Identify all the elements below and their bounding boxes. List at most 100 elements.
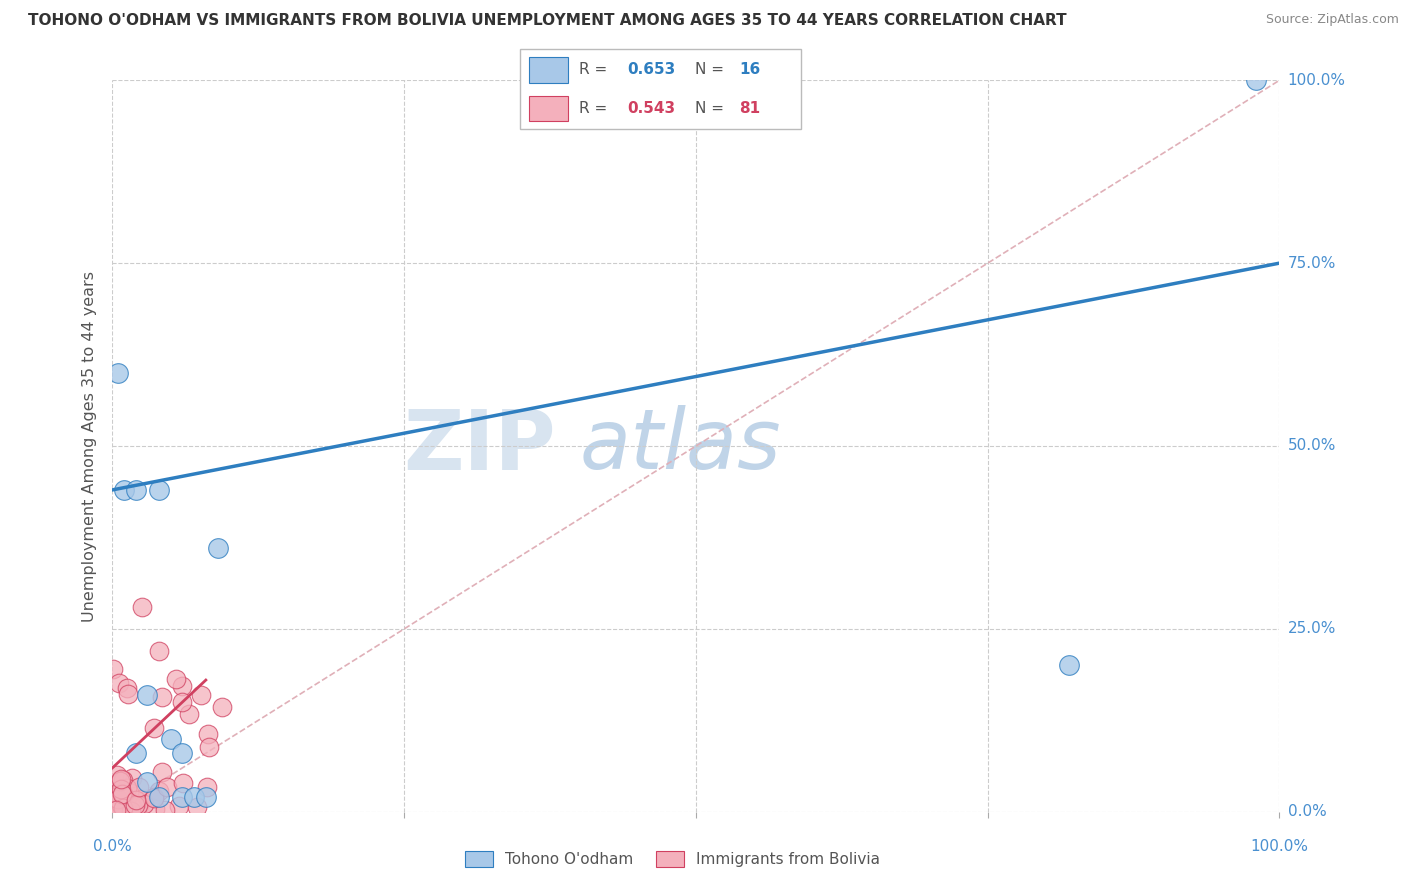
Point <box>112 801 135 815</box>
Point <box>1244 73 1267 87</box>
Text: R =: R = <box>579 62 613 78</box>
Text: 0.543: 0.543 <box>627 101 675 116</box>
Point <box>172 679 194 693</box>
Point <box>124 797 146 811</box>
Point <box>127 797 149 812</box>
Point <box>115 805 138 819</box>
Point <box>131 599 153 614</box>
Point <box>105 768 128 782</box>
Point <box>134 797 156 811</box>
Point <box>114 803 136 817</box>
Point <box>111 772 134 787</box>
Point <box>186 799 208 814</box>
Point <box>112 789 135 803</box>
Text: TOHONO O'ODHAM VS IMMIGRANTS FROM BOLIVIA UNEMPLOYMENT AMONG AGES 35 TO 44 YEARS: TOHONO O'ODHAM VS IMMIGRANTS FROM BOLIVI… <box>28 13 1067 29</box>
Bar <box>529 95 568 121</box>
Point <box>198 740 221 755</box>
Point <box>112 787 135 801</box>
Point <box>121 771 143 785</box>
Point <box>143 789 166 804</box>
Point <box>143 802 166 816</box>
Point <box>136 775 159 789</box>
Text: 75.0%: 75.0% <box>1288 256 1336 270</box>
Text: N =: N = <box>695 101 728 116</box>
Point <box>117 784 139 798</box>
Point <box>103 791 125 805</box>
Point <box>105 803 128 817</box>
Point <box>115 797 138 812</box>
Point <box>111 787 134 801</box>
Point <box>207 541 229 556</box>
Point <box>1059 658 1081 673</box>
Point <box>148 790 170 805</box>
Point <box>148 644 170 658</box>
Point <box>172 776 194 790</box>
Point <box>112 801 135 815</box>
Point <box>148 483 170 497</box>
Point <box>195 780 218 794</box>
Point <box>104 797 127 812</box>
Text: 100.0%: 100.0% <box>1288 73 1346 87</box>
Point <box>136 688 159 702</box>
Point <box>101 797 124 812</box>
Point <box>125 793 148 807</box>
Point <box>103 662 125 676</box>
Point <box>107 792 129 806</box>
Point <box>172 746 194 760</box>
Point <box>117 681 139 695</box>
Text: 0.0%: 0.0% <box>93 839 132 855</box>
Point <box>172 695 194 709</box>
Point <box>153 803 176 817</box>
Point <box>183 790 205 805</box>
Point <box>179 707 201 722</box>
Point <box>190 688 212 702</box>
Point <box>169 798 191 813</box>
Point <box>150 690 173 705</box>
Point <box>110 804 132 818</box>
Point <box>107 366 129 380</box>
Point <box>104 803 127 817</box>
Point <box>103 798 125 813</box>
FancyBboxPatch shape <box>520 49 801 129</box>
Point <box>112 483 135 497</box>
Text: Source: ZipAtlas.com: Source: ZipAtlas.com <box>1265 13 1399 27</box>
Text: atlas: atlas <box>579 406 780 486</box>
Point <box>105 800 128 814</box>
Text: 81: 81 <box>740 101 761 116</box>
Point <box>108 788 131 802</box>
Point <box>120 804 142 818</box>
Point <box>125 746 148 760</box>
Point <box>125 483 148 497</box>
Point <box>172 790 194 805</box>
Point <box>143 721 166 735</box>
Text: ZIP: ZIP <box>404 406 555 486</box>
Text: 100.0%: 100.0% <box>1250 839 1309 855</box>
Point <box>114 791 136 805</box>
Point <box>110 781 132 796</box>
Text: 0.0%: 0.0% <box>1288 805 1326 819</box>
Text: 25.0%: 25.0% <box>1288 622 1336 636</box>
Point <box>160 731 183 746</box>
Point <box>165 672 187 686</box>
Point <box>128 780 150 794</box>
Point <box>110 798 132 813</box>
Point <box>108 774 131 789</box>
Point <box>129 792 152 806</box>
Point <box>124 797 146 812</box>
Text: R =: R = <box>579 101 613 116</box>
Point <box>103 800 125 814</box>
Point <box>110 787 132 801</box>
Text: 50.0%: 50.0% <box>1288 439 1336 453</box>
Point <box>142 790 165 805</box>
Point <box>128 798 150 813</box>
Point <box>211 699 233 714</box>
Text: 16: 16 <box>740 62 761 78</box>
Point <box>108 676 131 690</box>
Point <box>150 764 173 779</box>
Point <box>107 795 129 809</box>
Point <box>194 790 217 805</box>
Point <box>148 784 170 798</box>
Point <box>121 800 143 814</box>
Point <box>125 800 148 814</box>
Text: 0.653: 0.653 <box>627 62 675 78</box>
